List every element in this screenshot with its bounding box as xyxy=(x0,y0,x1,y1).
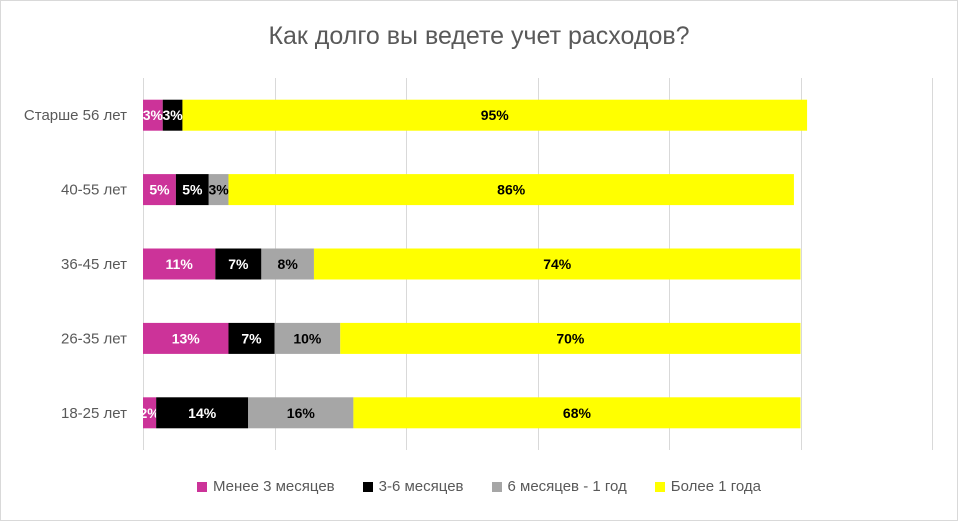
data-label: 86% xyxy=(497,182,526,198)
bar-segment xyxy=(228,174,794,206)
legend-label: Более 1 года xyxy=(670,478,762,495)
bar-segment xyxy=(143,99,163,131)
legend-swatch xyxy=(362,481,373,492)
category-label: 36-45 лет xyxy=(61,256,127,273)
legend-label: Менее 3 месяцев xyxy=(212,478,335,495)
chart-title: Как долго вы ведете учет расходов? xyxy=(268,22,690,50)
data-label: 68% xyxy=(563,405,592,421)
data-label: 95% xyxy=(481,107,510,123)
bar-segment xyxy=(261,248,314,280)
legend-swatch xyxy=(654,481,665,492)
bar-segment xyxy=(340,322,801,354)
bar-segment xyxy=(156,397,249,429)
bar-segment xyxy=(143,248,216,280)
data-label: 3% xyxy=(162,107,183,123)
legend-label: 6 месяцев - 1 год xyxy=(507,478,627,495)
bar-segment xyxy=(228,322,275,354)
category-label: 18-25 лет xyxy=(61,405,127,422)
data-label: 74% xyxy=(543,256,572,272)
data-label: 14% xyxy=(188,405,217,421)
bar-segment xyxy=(313,248,801,280)
data-label: 11% xyxy=(166,256,194,272)
bar-segment xyxy=(143,397,157,429)
category-label: 40-55 лет xyxy=(61,182,127,199)
bar-segment xyxy=(143,174,176,206)
bar-segment xyxy=(162,99,183,131)
legend: Менее 3 месяцев 3-6 месяцев 6 месяцев - 1 … xyxy=(0,478,958,495)
data-label: 3% xyxy=(143,107,164,123)
data-label: 70% xyxy=(556,330,585,346)
data-label: 7% xyxy=(228,256,249,272)
bar-segment xyxy=(175,174,209,206)
data-label: 3% xyxy=(208,182,229,198)
data-label: 16% xyxy=(287,405,316,421)
category-label: 26-35 лет xyxy=(61,330,127,347)
legend-item: 6 месяцев - 1 год xyxy=(491,478,627,495)
bar-segment xyxy=(143,322,229,354)
data-label: 10% xyxy=(293,330,322,346)
bar-segment xyxy=(353,397,801,429)
legend-swatch xyxy=(491,481,502,492)
category-label: Старше 56 лет xyxy=(24,107,127,124)
bar-segment xyxy=(248,397,354,429)
bar-segment xyxy=(215,248,262,280)
data-label: 5% xyxy=(182,182,203,198)
data-label: 13% xyxy=(172,330,201,346)
data-label: 7% xyxy=(241,330,262,346)
legend-item: 3-6 месяцев xyxy=(362,478,464,495)
bar-segment xyxy=(274,322,341,354)
data-label: 5% xyxy=(149,182,170,198)
legend-item: Менее 3 месяцев xyxy=(196,478,335,495)
legend-item: Более 1 года xyxy=(654,478,762,495)
bar-segment xyxy=(182,99,808,131)
legend-swatch xyxy=(196,481,207,492)
data-label: 2% xyxy=(139,405,160,421)
legend-label: 3-6 месяцев xyxy=(378,478,464,495)
bar-segment xyxy=(208,174,229,206)
data-label: 8% xyxy=(278,256,299,272)
